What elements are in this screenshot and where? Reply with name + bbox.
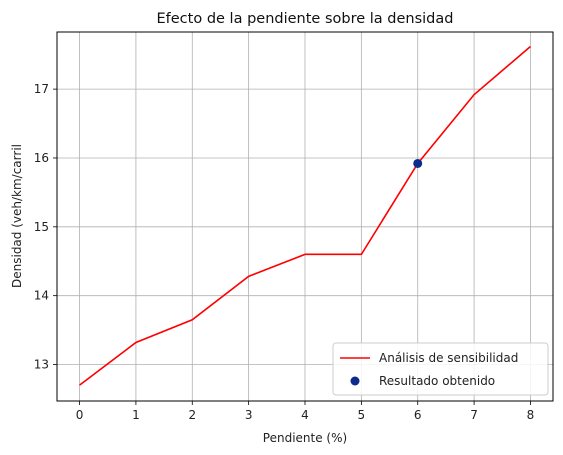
y-tick-label: 16 [34,151,49,165]
sensitivity-line [79,45,531,386]
x-tick-label: 3 [245,408,253,422]
legend: Análisis de sensibilidad Resultado obten… [332,342,549,396]
x-axis-label: Pendiente (%) [263,431,347,445]
y-tick-label: 15 [34,220,49,234]
y-axis-label: Densidad (veh/km/carril [10,144,24,288]
chart-title: Efecto de la pendiente sobre la densidad [157,11,454,27]
result-point [413,158,423,168]
axis-ticks: 0 1 2 3 4 5 6 7 8 13 14 15 16 17 [34,82,535,422]
x-tick-label: 2 [188,408,196,422]
legend-marker-swatch [350,376,360,386]
x-tick-label: 7 [470,408,478,422]
legend-box [332,342,549,396]
x-tick-label: 8 [527,408,535,422]
y-tick-label: 14 [34,289,49,303]
x-tick-label: 5 [358,408,366,422]
x-tick-label: 6 [414,408,422,422]
x-tick-label: 4 [301,408,309,422]
x-tick-label: 1 [132,408,140,422]
y-tick-label: 13 [34,358,49,372]
plot-series [79,45,531,386]
x-tick-label: 0 [76,408,84,422]
legend-label-line: Análisis de sensibilidad [379,351,518,365]
y-tick-label: 17 [34,82,49,96]
legend-label-scatter: Resultado obtenido [379,374,495,388]
